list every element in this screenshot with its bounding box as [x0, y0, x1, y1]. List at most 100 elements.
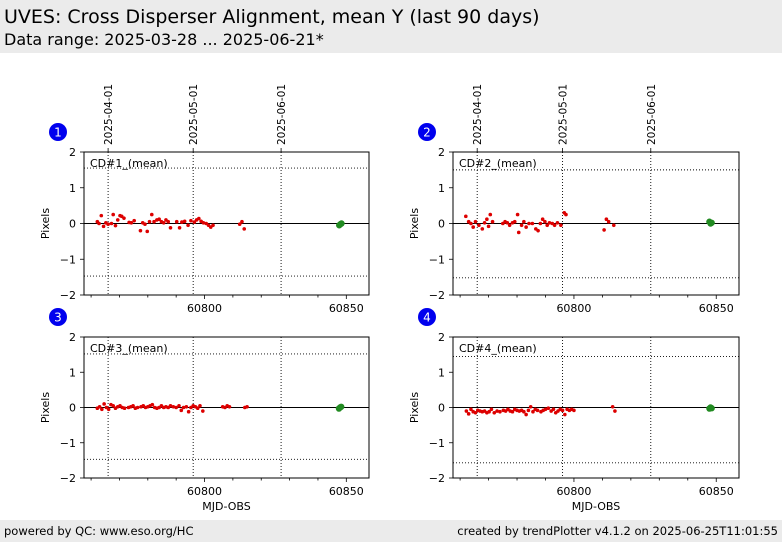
data-point	[182, 219, 187, 224]
x-tick-label: 60800	[556, 302, 591, 315]
data-point	[245, 404, 249, 409]
data-point	[131, 403, 135, 408]
data-point	[482, 220, 487, 225]
date-tick-label: 2025-06-01	[276, 84, 288, 145]
data-point	[242, 227, 247, 231]
data-point	[109, 221, 114, 226]
data-point	[519, 223, 524, 228]
data-point	[515, 212, 520, 217]
data-point	[559, 223, 563, 228]
y-tick-label: 2	[69, 146, 76, 159]
date-tick-label: 2025-04-01	[103, 84, 115, 145]
data-point	[546, 406, 551, 411]
panel-number-badge	[49, 308, 67, 326]
data-point	[237, 222, 242, 227]
data-point	[572, 408, 576, 413]
data-point	[129, 220, 134, 225]
data-point	[524, 412, 528, 417]
date-tick-label: 2025-04-01	[472, 84, 484, 145]
data-point	[100, 407, 104, 412]
data-point	[540, 217, 545, 222]
data-point	[181, 405, 186, 410]
data-point	[490, 219, 495, 224]
data-point	[485, 217, 489, 222]
data-point	[180, 220, 184, 224]
data-point	[522, 219, 526, 224]
data-point	[505, 220, 510, 225]
y-tick-label: 1	[438, 366, 445, 379]
latest-point	[338, 403, 345, 410]
data-point	[512, 219, 517, 224]
data-point	[177, 403, 181, 408]
data-point	[489, 407, 494, 412]
data-point	[168, 403, 173, 408]
panel-number-badge	[418, 308, 436, 326]
data-point	[492, 410, 497, 415]
data-point	[192, 220, 197, 224]
data-point	[106, 407, 111, 412]
x-tick-label: 60850	[699, 485, 734, 498]
data-point	[613, 409, 617, 413]
data-point	[184, 404, 189, 409]
data-point	[145, 229, 150, 234]
data-point	[101, 224, 106, 229]
data-point	[526, 408, 531, 413]
data-point	[469, 221, 473, 226]
data-point	[473, 410, 478, 415]
y-axis-label: Pixels	[408, 392, 421, 423]
chart-panel-1: 2025-04-01 2025-05-01 2025-06-01−2−1012608…	[39, 84, 370, 315]
data-point	[563, 412, 567, 417]
data-point	[538, 221, 543, 226]
x-axis-label: MJD-OBS	[202, 500, 250, 513]
data-point	[201, 409, 205, 413]
y-tick-label: −1	[60, 437, 76, 450]
data-point	[507, 223, 512, 228]
y-tick-label: 2	[69, 331, 76, 344]
y-tick-label: 1	[69, 366, 76, 379]
data-range-subtitle: Data range: 2025-03-28 ... 2025-06-21*	[4, 30, 324, 49]
data-point	[168, 225, 173, 230]
data-point	[610, 404, 615, 409]
data-point	[524, 225, 528, 229]
page-title: UVES: Cross Disperser Alignment, mean Y …	[4, 6, 540, 28]
data-point	[161, 220, 166, 225]
data-point	[186, 409, 191, 414]
series-label: CD#1_(mean)	[90, 157, 168, 170]
y-tick-label: −2	[429, 472, 445, 485]
data-point	[611, 223, 616, 228]
data-point	[177, 225, 182, 230]
data-point	[143, 222, 147, 227]
data-point	[201, 220, 206, 225]
latest-point	[708, 219, 715, 226]
data-point	[551, 407, 556, 412]
data-point	[106, 222, 110, 227]
y-tick-label: 2	[438, 331, 445, 344]
series-label: CD#3_(mean)	[90, 342, 168, 355]
data-point	[531, 409, 535, 414]
data-point	[487, 409, 491, 414]
panel-number-badge	[49, 123, 67, 141]
y-tick-label: 0	[438, 402, 445, 415]
data-point	[166, 219, 171, 224]
data-point	[471, 225, 476, 229]
y-tick-label: −2	[60, 289, 76, 302]
series-label: CD#4_(mean)	[459, 342, 537, 355]
y-tick-label: 2	[438, 146, 445, 159]
data-point	[564, 212, 568, 217]
data-point	[198, 403, 202, 408]
data-point	[150, 402, 155, 407]
data-point	[122, 216, 126, 220]
panel-number-badge	[418, 123, 436, 141]
date-tick-label: 2025-05-01	[558, 84, 570, 145]
data-point	[186, 223, 190, 228]
data-point	[547, 220, 552, 225]
panel-number: 3	[54, 311, 62, 325]
data-point	[495, 409, 499, 413]
data-point	[195, 406, 200, 411]
x-tick-label: 60800	[187, 485, 222, 498]
data-point	[488, 212, 493, 217]
data-point	[135, 405, 140, 410]
y-tick-label: −1	[60, 253, 76, 266]
chart-panel-4: −2 −1 0 1 2 60800 60850 Pixels MJD-OBS CD#4_(mean…	[408, 308, 740, 513]
latest-point	[338, 220, 345, 227]
